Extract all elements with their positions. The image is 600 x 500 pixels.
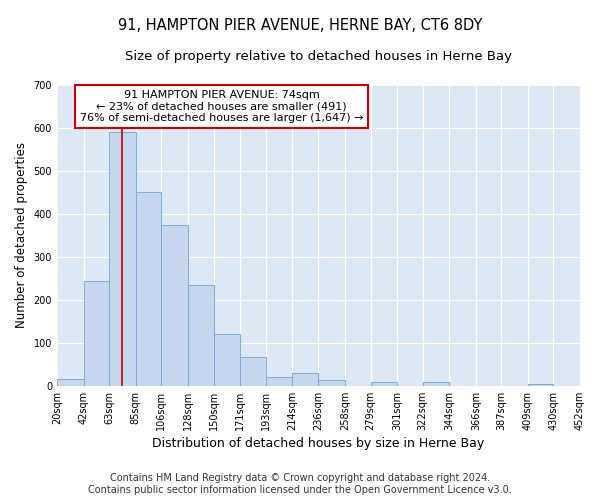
Bar xyxy=(188,285,214,386)
Bar xyxy=(371,382,397,386)
Bar xyxy=(83,280,109,386)
Text: Contains HM Land Registry data © Crown copyright and database right 2024.
Contai: Contains HM Land Registry data © Crown c… xyxy=(88,474,512,495)
Y-axis label: Number of detached properties: Number of detached properties xyxy=(15,142,28,328)
Text: 91 HAMPTON PIER AVENUE: 74sqm
← 23% of detached houses are smaller (491)
76% of : 91 HAMPTON PIER AVENUE: 74sqm ← 23% of d… xyxy=(80,90,364,123)
Title: Size of property relative to detached houses in Herne Bay: Size of property relative to detached ho… xyxy=(125,50,512,63)
Bar xyxy=(57,380,83,386)
Bar xyxy=(319,380,345,386)
Bar xyxy=(240,356,266,386)
Bar xyxy=(422,382,449,386)
Bar xyxy=(266,377,292,386)
Text: 91, HAMPTON PIER AVENUE, HERNE BAY, CT6 8DY: 91, HAMPTON PIER AVENUE, HERNE BAY, CT6 … xyxy=(118,18,482,32)
Bar xyxy=(214,334,240,386)
Bar xyxy=(292,373,319,386)
Bar xyxy=(528,384,553,386)
Bar xyxy=(161,224,188,386)
X-axis label: Distribution of detached houses by size in Herne Bay: Distribution of detached houses by size … xyxy=(152,437,485,450)
Bar xyxy=(109,132,136,386)
Bar xyxy=(136,192,161,386)
